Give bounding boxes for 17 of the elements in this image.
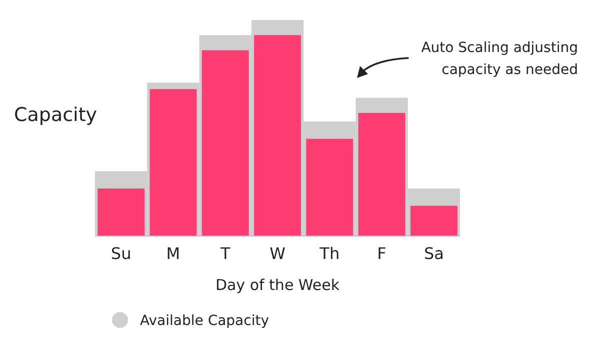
bar	[202, 50, 249, 236]
bar	[358, 112, 406, 236]
x-tick-label: Sa	[424, 244, 444, 263]
bar	[410, 206, 458, 236]
x-tick-label: F	[377, 244, 386, 263]
x-tick-label: W	[270, 244, 286, 263]
annotation: Auto Scaling adjusting capacity as needed	[421, 40, 578, 78]
x-tick-label: Su	[110, 244, 132, 263]
bar	[306, 138, 354, 236]
y-axis-title: Capacity	[14, 104, 98, 126]
legend-label: Available Capacity	[140, 313, 270, 329]
x-tick-label: Th	[318, 244, 340, 263]
bar	[98, 188, 145, 236]
x-tick-label: M	[166, 244, 180, 263]
bar	[254, 35, 301, 236]
x-axis-title: Day of the Week	[215, 276, 340, 294]
x-tick-label: T	[219, 244, 230, 263]
